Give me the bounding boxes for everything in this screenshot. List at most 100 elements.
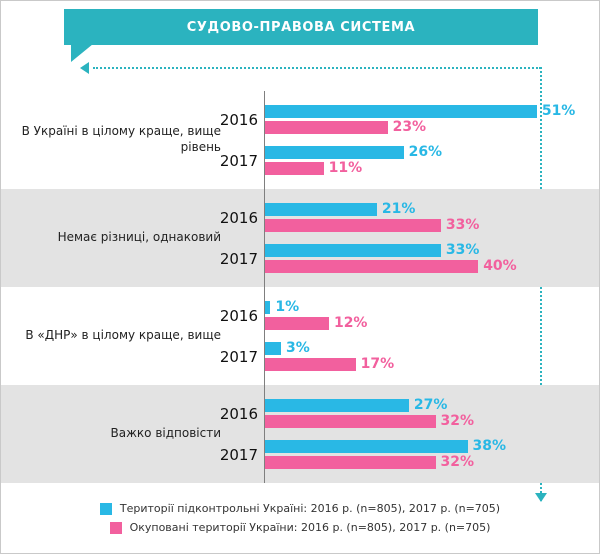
legend-label: Окуповані території України: 2016 р. (n=… [129,521,491,534]
series-bar [265,105,537,118]
bar-pair: 38% 32% [265,438,599,470]
category-label: Немає різниці, однаковий [57,230,221,245]
year-label: 2017 [219,445,258,464]
bar-value-label: 32% [440,413,475,429]
series-bar [265,203,377,216]
year-pair: 2017 26% 11% [220,144,599,176]
year-label: 2017 [219,347,258,366]
bar-row: 11% [265,160,599,176]
legend-item: Окуповані території України: 2016 р. (n=… [109,521,491,534]
series-bar [265,146,404,159]
series-bar [265,162,324,175]
year-pair: 2016 51% 23% [220,103,599,135]
bar-value-label: 33% [445,217,480,233]
bar-row: 33% [265,242,599,258]
bar-row: 23% [265,119,599,135]
bar-value-label: 21% [381,201,416,217]
chart-title-banner: СУДОВО-ПРАВОВА СИСТЕМА [64,9,538,45]
year-pairs: 2016 27% 32% 2017 38% 32% [220,397,599,470]
year-pair: 2016 21% 33% [220,201,599,233]
bar-pair: 26% 11% [265,144,599,176]
chart-group: В «ДНР» в цілому краще, вище 2016 1% 12% 201… [1,287,599,385]
series-bar [265,121,388,134]
year-pairs: 2016 21% 33% 2017 33% 40% [220,201,599,274]
bar-pair: 27% 32% [265,397,599,429]
legend-item: Території підконтрольні Україні: 2016 р.… [99,502,501,515]
year-pair: 2017 3% 17% [220,340,599,372]
series-bar [265,415,436,428]
year-pair: 2017 33% 40% [220,242,599,274]
bar-value-label: 1% [275,299,300,315]
bar-row: 32% [265,454,599,470]
series-bar [265,219,441,232]
series-bar [265,244,441,257]
bar-row: 12% [265,315,599,331]
bar-row: 1% [265,299,599,315]
bar-value-label: 3% [285,340,310,356]
category-label: Важко відповісти [110,426,221,441]
bar-row: 51% [265,103,599,119]
chart-group: В Україні в цілому краще, вище рівень 201… [1,91,599,189]
year-label: 2016 [219,208,258,227]
bar-row: 32% [265,413,599,429]
bar-value-label: 12% [333,315,368,331]
series-bar [265,317,329,330]
category-label: В Україні в цілому краще, вище рівень [21,124,221,154]
bar-value-label: 26% [408,144,443,160]
chart-groups: В Україні в цілому краще, вище рівень 201… [1,91,599,483]
bar-value-label: 17% [360,356,395,372]
year-pair: 2017 38% 32% [220,438,599,470]
year-label: 2016 [219,306,258,325]
year-pair: 2016 1% 12% [220,299,599,331]
year-label: 2016 [219,110,258,129]
year-pairs: 2016 51% 23% 2017 26% 11% [220,103,599,176]
series-bar [265,342,281,355]
bar-value-label: 38% [472,438,507,454]
arrow-down-icon [535,493,547,502]
legend-swatch [99,502,112,515]
bar-value-label: 27% [413,397,448,413]
chart-title: СУДОВО-ПРАВОВА СИСТЕМА [186,19,416,35]
bar-value-label: 11% [328,160,363,176]
bar-pair: 3% 17% [265,340,599,372]
bar-value-label: 40% [483,258,517,274]
legend-label: Території підконтрольні Україні: 2016 р.… [119,502,501,515]
year-pair: 2016 27% 32% [220,397,599,429]
bar-row: 40% [265,258,599,274]
banner-callout-tail [71,44,93,62]
series-bar [265,399,409,412]
chart-group: Немає різниці, однаковий 2016 21% 33% 2017 33… [1,189,599,287]
dotted-connector-horizontal [93,67,541,69]
bar-row: 17% [265,356,599,372]
bar-row: 27% [265,397,599,413]
bar-row: 33% [265,217,599,233]
chart-group: Важко відповісти 2016 27% 32% 2017 38% 32% [1,385,599,483]
year-label: 2016 [219,404,258,423]
bar-row: 38% [265,438,599,454]
bar-pair: 1% 12% [265,299,599,331]
series-bar [265,456,436,469]
arrow-left-icon [80,62,89,74]
bar-value-label: 32% [440,454,475,470]
series-bar [265,260,479,273]
bar-pair: 21% 33% [265,201,599,233]
year-label: 2017 [219,151,258,170]
bar-row: 26% [265,144,599,160]
category-label: В «ДНР» в цілому краще, вище [25,328,221,343]
bar-pair: 51% 23% [265,103,599,135]
series-bar [265,301,271,314]
year-pairs: 2016 1% 12% 2017 3% 17% [220,299,599,372]
legend: Території підконтрольні Україні: 2016 р.… [1,502,599,534]
bar-row: 3% [265,340,599,356]
legend-swatch [109,521,122,534]
bar-value-label: 23% [392,119,427,135]
series-bar [265,440,468,453]
series-bar [265,358,356,371]
year-label: 2017 [219,249,258,268]
axis-line [264,91,265,483]
bar-value-label: 33% [445,242,480,258]
bar-row: 21% [265,201,599,217]
bar-pair: 33% 40% [265,242,599,274]
bar-value-label: 51% [541,103,576,119]
